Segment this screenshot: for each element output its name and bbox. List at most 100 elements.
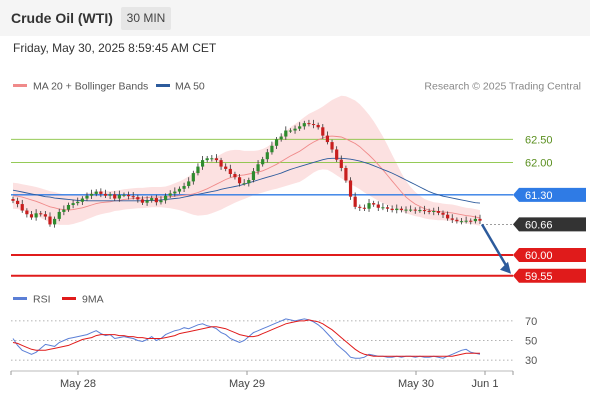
candle-body bbox=[48, 216, 52, 225]
candle-body bbox=[450, 218, 454, 220]
candle bbox=[71, 199, 75, 209]
bollinger-legend-swatch bbox=[13, 84, 27, 87]
level-60-66-label: 60.66 bbox=[525, 219, 553, 231]
candle-body bbox=[228, 168, 232, 174]
candle-body bbox=[427, 211, 431, 212]
candle bbox=[131, 192, 135, 200]
candle-body bbox=[16, 200, 20, 205]
candle bbox=[136, 194, 140, 203]
candle bbox=[311, 119, 316, 129]
candle bbox=[159, 196, 163, 205]
candle bbox=[191, 170, 195, 185]
candle bbox=[293, 125, 297, 134]
rsi-tick-label: 70 bbox=[525, 316, 537, 328]
candle-body bbox=[395, 208, 399, 211]
candle bbox=[122, 192, 126, 198]
candle-body bbox=[150, 198, 154, 201]
candle-body bbox=[376, 204, 380, 208]
candle bbox=[427, 208, 431, 215]
instrument-title: Crude Oil (WTI) bbox=[11, 10, 113, 26]
candle-body bbox=[99, 191, 103, 194]
candle-body bbox=[348, 180, 353, 197]
candle bbox=[80, 196, 84, 205]
candle bbox=[335, 146, 339, 162]
rsi-panel: 70 50 30 bbox=[11, 316, 537, 367]
candle-body bbox=[53, 218, 57, 225]
candle-body bbox=[154, 198, 158, 203]
candle-body bbox=[335, 149, 339, 160]
chart-header: Crude Oil (WTI) 30 MIN bbox=[0, 0, 590, 36]
candle-body bbox=[298, 126, 302, 129]
candle bbox=[422, 205, 427, 215]
candle-body bbox=[404, 209, 408, 211]
candle bbox=[205, 155, 209, 163]
candle-body bbox=[29, 214, 34, 218]
level-59-55-label: 59.55 bbox=[525, 271, 553, 283]
credit-label: Research © 2025 Trading Central bbox=[424, 81, 581, 93]
candle bbox=[307, 119, 311, 127]
candle bbox=[196, 163, 200, 176]
candle bbox=[409, 205, 413, 212]
candle bbox=[321, 124, 325, 139]
candle bbox=[367, 198, 371, 212]
candle bbox=[11, 196, 15, 204]
candles bbox=[11, 119, 482, 228]
candle-body bbox=[274, 139, 279, 146]
candle bbox=[145, 196, 149, 206]
candle bbox=[182, 182, 186, 193]
candle bbox=[108, 192, 112, 199]
candle bbox=[233, 171, 237, 180]
candle-body bbox=[242, 183, 246, 185]
rsi-legend-label: RSI bbox=[33, 294, 51, 306]
candle bbox=[330, 139, 334, 153]
level-62-00-label: 62.00 bbox=[525, 157, 553, 169]
candle bbox=[459, 217, 464, 225]
candle-body bbox=[103, 193, 108, 196]
ma50-legend-swatch bbox=[156, 84, 170, 87]
candle bbox=[48, 212, 52, 227]
candle-body bbox=[256, 164, 260, 172]
forecast-arrow bbox=[480, 223, 511, 274]
timeframe-badge[interactable]: 30 MIN bbox=[121, 7, 171, 30]
candle bbox=[441, 210, 445, 218]
candle-body bbox=[446, 214, 450, 219]
candle bbox=[154, 194, 158, 206]
candle-body bbox=[469, 220, 473, 222]
level-60-66-tag bbox=[513, 217, 586, 232]
candle-body bbox=[25, 210, 29, 215]
bollinger-legend-label: MA 20 + Bollinger Bands bbox=[33, 81, 148, 93]
candle-body bbox=[385, 207, 390, 209]
ma9-legend-swatch bbox=[62, 297, 76, 300]
candle bbox=[446, 211, 450, 221]
candle bbox=[372, 200, 376, 207]
price-legend: MA 20 + Bollinger Bands MA 50 Research ©… bbox=[13, 81, 581, 93]
candle bbox=[274, 137, 279, 150]
candle bbox=[362, 204, 367, 211]
candle-body bbox=[145, 200, 149, 203]
candle bbox=[395, 204, 399, 214]
candle-body bbox=[39, 213, 43, 215]
candle bbox=[279, 133, 283, 142]
candle bbox=[325, 131, 330, 145]
candle-body bbox=[66, 204, 71, 210]
level-59-55-tag bbox=[513, 268, 586, 283]
candle-body bbox=[71, 203, 75, 205]
candle-body bbox=[90, 193, 94, 196]
candle bbox=[473, 215, 477, 224]
candle bbox=[219, 157, 223, 170]
candle-body bbox=[34, 213, 38, 218]
candle bbox=[90, 189, 94, 199]
candle-body bbox=[478, 218, 482, 221]
candle-body bbox=[200, 160, 205, 167]
candle-body bbox=[367, 203, 371, 209]
ma20-line bbox=[12, 135, 481, 219]
candle bbox=[265, 149, 269, 163]
candle bbox=[358, 204, 362, 211]
candle-body bbox=[261, 159, 265, 165]
candle bbox=[242, 179, 246, 186]
candle bbox=[85, 192, 89, 201]
candle bbox=[43, 211, 47, 220]
ma50-legend-label: MA 50 bbox=[175, 81, 205, 93]
candle bbox=[469, 218, 473, 225]
